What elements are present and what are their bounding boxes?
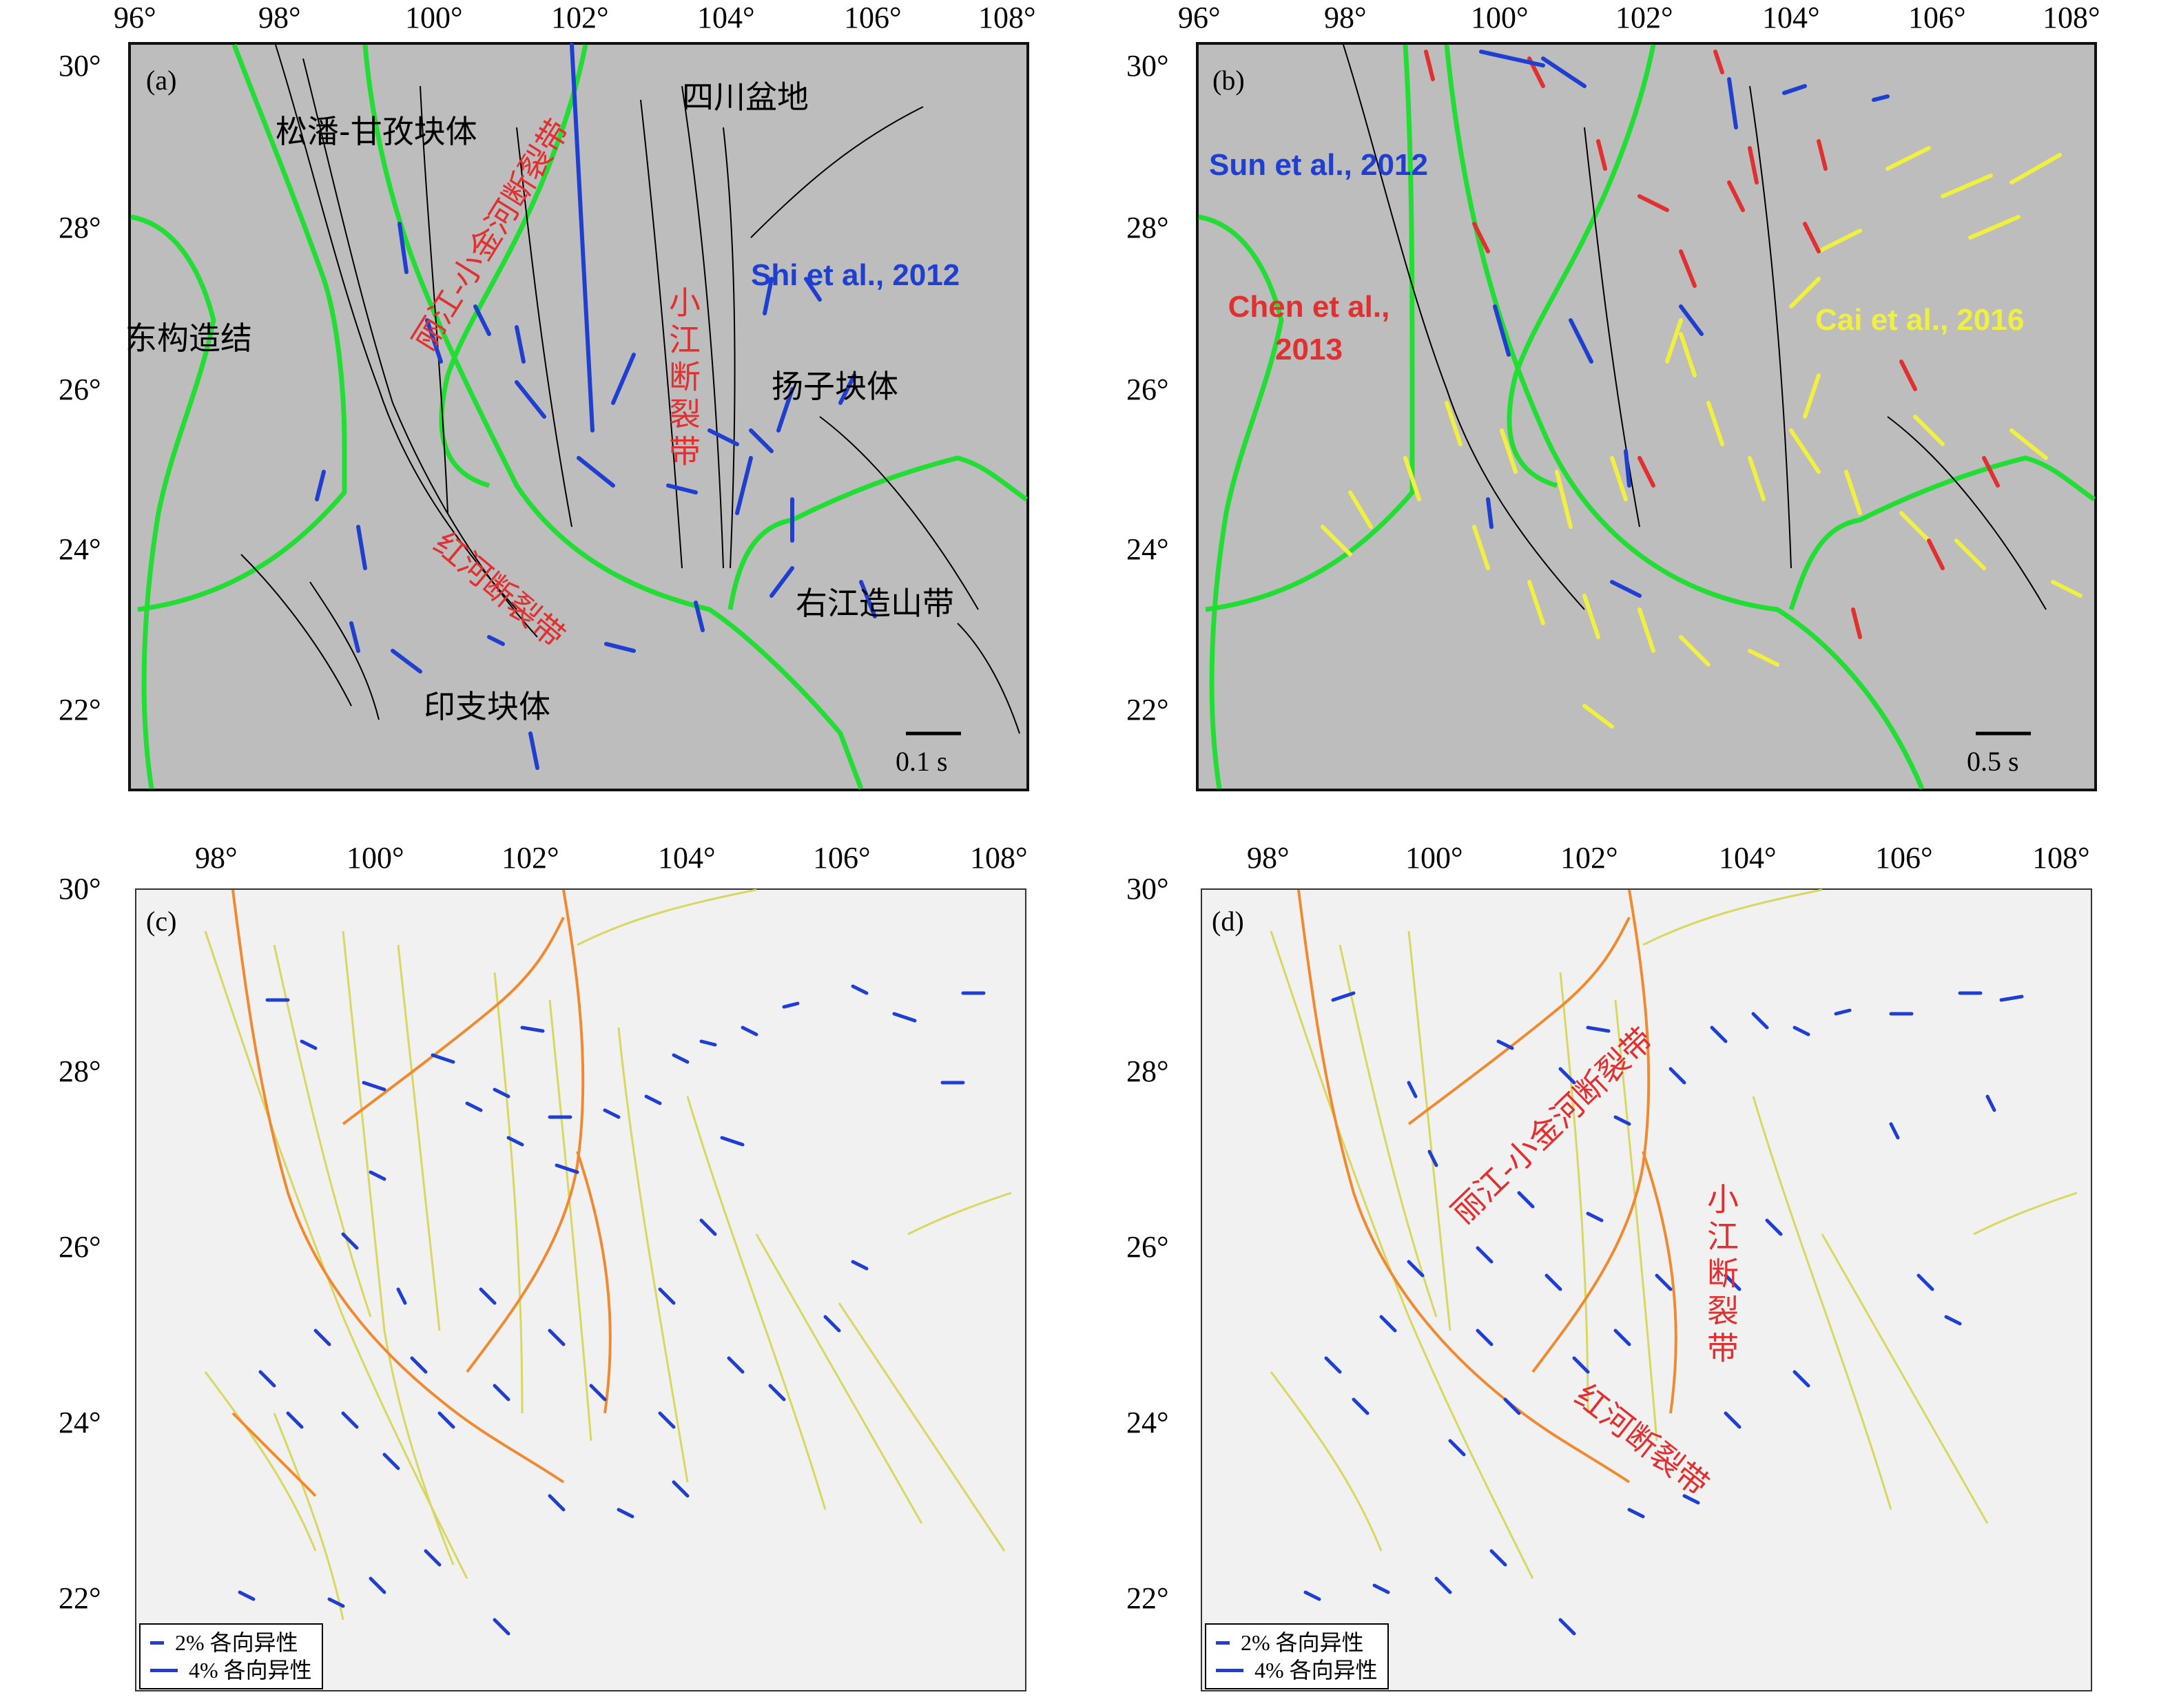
x-tick-a-2: 100° <box>405 1 463 34</box>
legend-row-4pct: 4% 各向异性 <box>1216 1656 1378 1684</box>
panel-tag-b: (b) <box>1212 65 1245 96</box>
y-tick-b-2: 26° <box>1126 373 1169 406</box>
map-a-canvas <box>130 43 1028 790</box>
legend-label-4pct: 4% 各向异性 <box>1254 1658 1378 1683</box>
label-sichuan-basin: 四川盆地 <box>682 79 809 116</box>
y-tick-a-4: 22° <box>59 693 101 727</box>
label-songpan-block: 松潘-甘孜块体 <box>276 113 477 150</box>
legend-symbol-2pct <box>1216 1641 1230 1645</box>
x-tick-c-3: 104° <box>658 841 716 875</box>
map-c-canvas <box>204 888 1012 1636</box>
x-tick-c-0: 98° <box>195 841 238 875</box>
x-tick-d-3: 104° <box>1719 841 1777 875</box>
y-tick-d-4: 22° <box>1126 1581 1169 1615</box>
panel-tag-d: (d) <box>1212 906 1244 937</box>
label-source-shi: Shi et al., 2012 <box>751 258 960 292</box>
x-tick-b-4: 104° <box>1762 1 1820 34</box>
y-tick-b-1: 28° <box>1126 211 1169 244</box>
y-tick-d-3: 24° <box>1126 1406 1169 1439</box>
x-tick-c-5: 108° <box>970 841 1028 875</box>
y-tick-a-1: 28° <box>59 211 101 244</box>
x-tick-a-0: 96° <box>114 1 156 34</box>
y-tick-d-0: 30° <box>1126 872 1169 906</box>
x-tick-d-2: 102° <box>1560 841 1618 875</box>
y-tick-c-3: 24° <box>59 1406 101 1439</box>
label-source-cai: Cai et al., 2016 <box>1815 303 2025 337</box>
map-d-canvas <box>1270 888 2078 1636</box>
label-xiaojiang-fault-d: 小江断裂带 <box>1702 1183 1739 1368</box>
y-tick-a-0: 30° <box>59 49 101 83</box>
panel-tag-c: (c) <box>146 906 177 937</box>
y-tick-c-0: 30° <box>59 872 101 906</box>
x-tick-b-5: 106° <box>1908 1 1966 34</box>
x-tick-b-3: 102° <box>1615 1 1673 34</box>
x-tick-d-1: 100° <box>1405 841 1463 875</box>
legend-row-4pct: 4% 各向异性 <box>150 1656 312 1684</box>
block-boundaries <box>130 43 1028 790</box>
x-tick-d-0: 98° <box>1247 841 1290 875</box>
y-tick-d-2: 26° <box>1126 1230 1169 1264</box>
label-source-chen: Chen et al., 2013 <box>1228 290 1390 366</box>
panel-tag-a: (a) <box>146 65 177 96</box>
legend-label-2pct: 2% 各向异性 <box>1241 1630 1364 1655</box>
x-tick-a-4: 104° <box>697 1 755 34</box>
scale-label-a: 0.1 s <box>896 746 948 777</box>
splitting-bars-a <box>315 43 877 770</box>
anisotropy-bars-d <box>1303 991 2024 1636</box>
legend-symbol-2pct <box>150 1641 164 1645</box>
label-youjiang-orogen: 右江造山带 <box>796 585 954 622</box>
y-tick-a-3: 24° <box>59 532 101 566</box>
y-tick-c-1: 28° <box>59 1054 101 1088</box>
x-tick-a-3: 102° <box>551 1 609 34</box>
faults <box>1343 44 2047 610</box>
label-source-sun: Sun et al., 2012 <box>1209 148 1428 182</box>
x-tick-a-6: 108° <box>978 1 1036 34</box>
x-tick-c-2: 102° <box>502 841 559 875</box>
label-yangzi-block: 扬子块体 <box>772 368 898 405</box>
legend-symbol-4pct <box>1216 1668 1243 1672</box>
splitting-bars-blue <box>1479 50 1890 598</box>
legend-symbol-4pct <box>150 1668 178 1672</box>
faults-orange <box>231 889 612 1497</box>
y-tick-b-0: 30° <box>1126 49 1169 83</box>
label-indochina-block: 印支块体 <box>424 688 550 725</box>
map-panel-a: (a) 松潘-甘孜块体 四川盆地 东构造结 扬子块体 右江造山带 印支块体 丽江… <box>125 42 1029 791</box>
x-tick-c-4: 106° <box>813 841 871 875</box>
x-tick-c-1: 100° <box>347 841 404 875</box>
splitting-bars-yellow <box>1321 146 2083 729</box>
legend-label-4pct: 4% 各向异性 <box>189 1658 312 1683</box>
block-boundaries <box>1198 44 2096 790</box>
y-tick-a-2: 26° <box>59 373 101 406</box>
map-panel-d: (d) 丽江-小金河断裂带 小江断裂带 红河断裂带 2% 各向异性 4% 各向异… <box>1201 888 2092 1691</box>
y-tick-d-1: 28° <box>1126 1054 1169 1088</box>
x-tick-d-5: 108° <box>2032 841 2090 875</box>
x-tick-b-1: 98° <box>1324 1 1367 34</box>
map-b-canvas <box>1198 44 2096 790</box>
legend-d: 2% 各向异性 4% 各向异性 <box>1205 1623 1389 1689</box>
topo-background <box>1199 45 2094 789</box>
x-tick-b-6: 108° <box>2043 1 2100 34</box>
y-tick-c-2: 26° <box>59 1230 101 1264</box>
x-tick-a-1: 98° <box>258 1 301 34</box>
legend-label-2pct: 2% 各向异性 <box>175 1630 298 1655</box>
faults-yellow <box>204 888 1012 1621</box>
faults-orange <box>1297 889 1677 1483</box>
legend-row-2pct: 2% 各向异性 <box>1216 1629 1378 1656</box>
label-xiaojiang-fault: 小江断裂带 <box>664 286 701 472</box>
map-panel-c: (c) 2% 各向异性 4% 各向异性 <box>135 888 1026 1691</box>
legend-row-2pct: 2% 各向异性 <box>150 1629 312 1656</box>
x-tick-d-4: 106° <box>1875 841 1933 875</box>
x-tick-b-2: 100° <box>1471 1 1529 34</box>
y-tick-b-3: 24° <box>1126 532 1169 566</box>
anisotropy-bars-c <box>238 984 986 1636</box>
faults-yellow <box>1270 888 2078 1579</box>
y-tick-b-4: 22° <box>1126 693 1169 727</box>
map-panel-b: (b) Sun et al., 2012 Chen et al., 2013 C… <box>1196 42 2097 791</box>
y-tick-c-4: 22° <box>59 1581 101 1615</box>
scale-label-b: 0.5 s <box>1967 746 2019 777</box>
x-tick-b-0: 96° <box>1178 1 1221 34</box>
label-eastern-syntaxis: 东构造结 <box>125 320 252 357</box>
legend-c: 2% 各向异性 4% 各向异性 <box>139 1623 323 1689</box>
x-tick-a-5: 106° <box>844 1 902 34</box>
